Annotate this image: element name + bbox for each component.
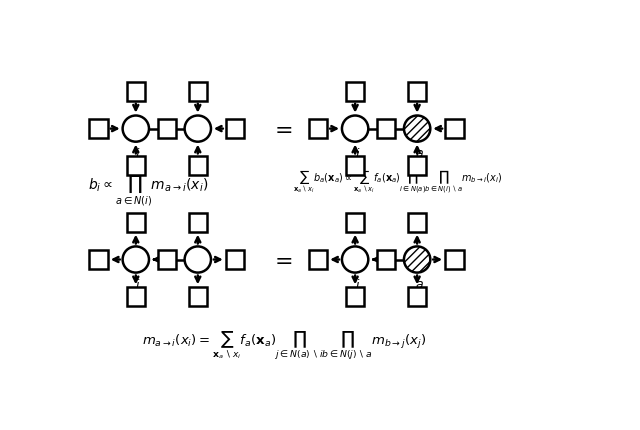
Text: $a$: $a$ [415, 147, 424, 160]
Text: $i$: $i$ [136, 278, 141, 292]
Circle shape [184, 116, 211, 142]
Text: $i$: $i$ [355, 147, 360, 161]
Bar [445, 250, 463, 269]
Bar [377, 120, 396, 138]
Bar [157, 120, 176, 138]
Text: $\sum_{\mathbf{x}_a \setminus x_i} b_a(\mathbf{x}_a) \propto\sum_{\mathbf{x}_a \: $\sum_{\mathbf{x}_a \setminus x_i} b_a(\… [293, 169, 502, 196]
Bar [346, 157, 364, 175]
Text: $a$: $a$ [415, 278, 424, 291]
Circle shape [184, 246, 211, 273]
Circle shape [404, 116, 430, 142]
Bar [346, 83, 364, 101]
Bar [90, 250, 108, 269]
Bar [308, 250, 327, 269]
Bar [226, 120, 244, 138]
Text: $i$: $i$ [136, 147, 141, 161]
Bar [346, 287, 364, 306]
Bar [408, 213, 426, 232]
Bar [377, 250, 396, 269]
Text: $m_{a \rightarrow i}(x_i) = \sum_{\mathbf{x}_a \setminus x_i} f_a(\mathbf{x}_a)\: $m_{a \rightarrow i}(x_i) = \sum_{\mathb… [142, 329, 426, 362]
Circle shape [342, 116, 368, 142]
Bar [346, 213, 364, 232]
Bar [189, 83, 207, 101]
Bar [157, 250, 176, 269]
Bar [189, 287, 207, 306]
Bar [445, 120, 463, 138]
Circle shape [123, 246, 149, 273]
Bar [127, 157, 145, 175]
Circle shape [123, 116, 149, 142]
Bar [127, 83, 145, 101]
Bar [189, 213, 207, 232]
Bar [127, 213, 145, 232]
Bar [127, 287, 145, 306]
Bar [90, 120, 108, 138]
Text: $=$: $=$ [270, 119, 292, 138]
Circle shape [342, 246, 368, 273]
Text: $b_i \propto \prod_{a \in N(i)} m_{a \rightarrow i}(x_i)$: $b_i \propto \prod_{a \in N(i)} m_{a \ri… [88, 173, 208, 208]
Bar [408, 287, 426, 306]
Bar [408, 83, 426, 101]
Bar [189, 157, 207, 175]
Bar [408, 157, 426, 175]
Bar [226, 250, 244, 269]
Text: $i$: $i$ [355, 278, 360, 292]
Circle shape [404, 246, 430, 273]
Text: $=$: $=$ [270, 249, 292, 270]
Bar [308, 120, 327, 138]
